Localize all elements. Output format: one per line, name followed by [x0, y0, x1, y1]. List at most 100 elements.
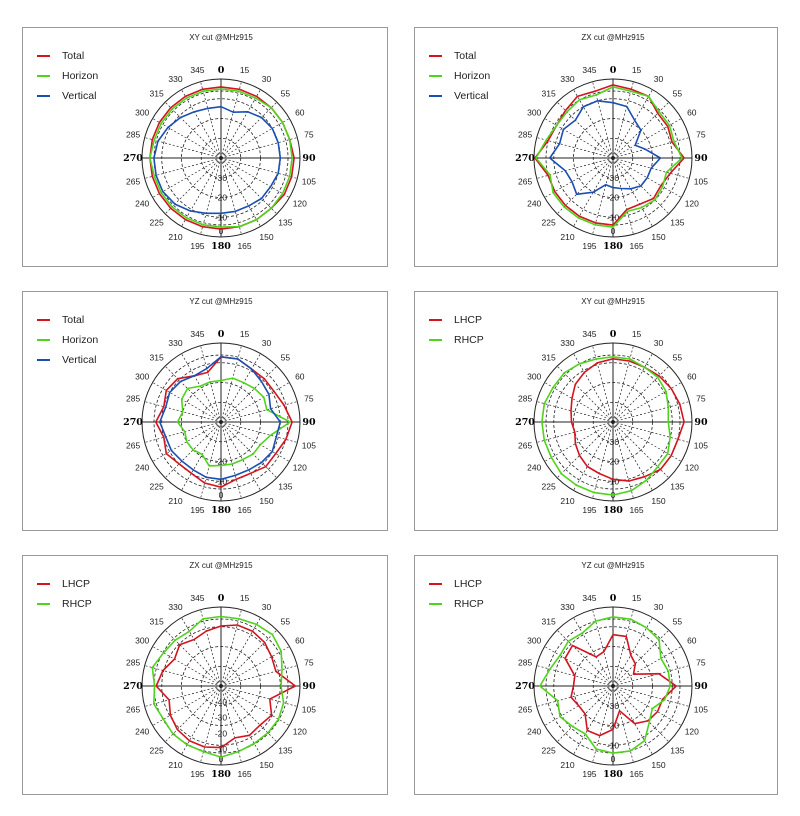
legend-entry: RHCP: [429, 594, 484, 614]
grid-spoke: [220, 157, 242, 235]
legend-swatch: [429, 583, 442, 585]
polar-chart-panel: Total Horizon Vertical YZ cut @MHz915 0 15 30 5…: [22, 291, 388, 531]
angle-label: 315: [542, 353, 556, 363]
angle-label: 90: [694, 417, 708, 428]
angle-label: 240: [135, 727, 149, 737]
angle-label: 105: [302, 705, 316, 715]
angle-label: 90: [302, 153, 316, 164]
legend-entry: Vertical: [37, 86, 98, 106]
angle-label: 240: [527, 199, 541, 209]
angle-label: 0: [610, 329, 617, 340]
angle-label: 165: [629, 505, 643, 515]
legend-label: Horizon: [62, 334, 99, 346]
angle-label: 300: [135, 372, 149, 382]
grid-spoke: [152, 421, 222, 462]
angle-label: 90: [694, 681, 708, 692]
angle-label: 225: [150, 217, 164, 227]
grid-spoke: [573, 617, 614, 687]
angle-label: 330: [168, 338, 182, 348]
angle-label: 210: [168, 232, 182, 242]
angle-label: 0: [218, 65, 225, 76]
legend-swatch: [429, 603, 442, 605]
grid-spoke: [220, 157, 261, 227]
legend-label: Vertical: [454, 90, 489, 102]
grid-spoke: [612, 157, 653, 227]
grid-spoke: [220, 157, 298, 179]
angle-label: 150: [259, 760, 273, 770]
legend-swatch: [429, 339, 442, 341]
angle-label: 60: [687, 108, 697, 118]
angle-label: 300: [527, 372, 541, 382]
legend-swatch: [37, 359, 50, 361]
angle-label: 345: [582, 65, 596, 75]
angle-label: 105: [694, 705, 708, 715]
angle-label: 150: [259, 496, 273, 506]
angle-label: 315: [542, 617, 556, 627]
ring-label: -10: [215, 476, 228, 486]
polar-chart-panel: LHCP RHCP XY cut @MHz915 0 15 30 55 60 75 90 105 12…: [414, 291, 778, 531]
chart-title: YZ cut @MHz915: [189, 297, 253, 306]
legend-swatch: [37, 583, 50, 585]
legend-entry: LHCP: [429, 574, 484, 594]
angle-label: 90: [302, 417, 316, 428]
legend-label: Horizon: [454, 70, 491, 82]
angle-label: 195: [190, 769, 204, 779]
legend-label: Vertical: [62, 354, 97, 366]
angle-label: 105: [302, 441, 316, 451]
grid-spoke: [220, 101, 278, 159]
angle-label: 300: [527, 108, 541, 118]
grid-spoke: [612, 81, 634, 159]
angle-label: 55: [281, 617, 291, 627]
series-line-vertical: [549, 100, 662, 196]
grid-spoke: [612, 421, 670, 479]
chart-legend: Total Horizon Vertical: [37, 310, 98, 370]
angle-label: 0: [610, 593, 617, 604]
angle-label: 15: [240, 593, 250, 603]
legend-entry: LHCP: [37, 574, 92, 594]
grid-spoke: [220, 421, 242, 499]
angle-label: 165: [237, 505, 251, 515]
legend-entry: Total: [37, 310, 98, 330]
angle-label: 15: [632, 329, 642, 339]
angle-label: 270: [123, 417, 143, 428]
grid-spoke: [544, 157, 614, 198]
grid-spoke: [181, 157, 222, 227]
angle-label: 265: [126, 177, 140, 187]
chart-legend: LHCP RHCP: [37, 574, 92, 614]
legend-entry: Vertical: [429, 86, 490, 106]
angle-label: 120: [293, 463, 307, 473]
grid-spoke: [181, 353, 222, 423]
polar-chart-panel: LHCP RHCP ZX cut @MHz915 0 15 30 55 60 75 90 105 12…: [22, 555, 388, 795]
grid-spoke: [612, 157, 690, 179]
angle-label: 315: [150, 89, 164, 99]
angle-label: 345: [190, 65, 204, 75]
angle-label: 265: [518, 441, 532, 451]
polar-chart-panel: Total Horizon Vertical XY cut @MHz915 0 15 30 5…: [22, 27, 388, 267]
grid-spoke: [220, 665, 298, 687]
angle-label: 150: [651, 232, 665, 242]
grid-spoke: [152, 382, 222, 423]
angle-label: 285: [126, 129, 140, 139]
legend-entry: Horizon: [429, 66, 490, 86]
chart-legend: Total Horizon Vertical: [429, 46, 490, 106]
legend-entry: RHCP: [429, 330, 484, 350]
angle-label: 75: [696, 657, 706, 667]
angle-label: 105: [694, 177, 708, 187]
grid-spoke: [612, 646, 682, 687]
grid-spoke: [220, 353, 261, 423]
angle-label: 0: [610, 65, 617, 76]
grid-spoke: [592, 157, 614, 235]
grid-spoke: [612, 685, 670, 743]
angle-label: 30: [654, 74, 664, 84]
angle-label: 135: [670, 217, 684, 227]
angle-label: 165: [629, 769, 643, 779]
grid-spoke: [612, 617, 653, 687]
grid-spoke: [144, 421, 222, 443]
angle-label: 60: [295, 108, 305, 118]
angle-label: 60: [687, 636, 697, 646]
angle-label: 270: [123, 681, 143, 692]
grid-spoke: [220, 685, 298, 707]
